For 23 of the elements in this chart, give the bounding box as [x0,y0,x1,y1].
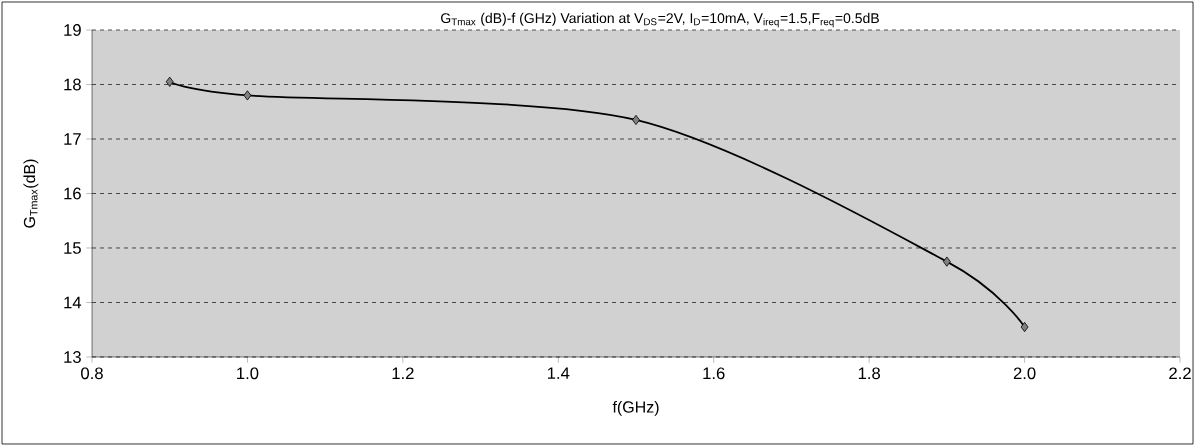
point [632,114,640,125]
x-tick-label: 1.8 [858,367,881,380]
y-axis-title: G$_{Tmax}$(dB) [23,159,39,228]
x-tick-label: 2.0 [1013,367,1036,380]
point [1020,321,1029,333]
point [165,76,174,87]
point [942,256,951,267]
x-tick-label: 1.2 [392,367,414,380]
x-tick-label: 2.2 [1169,367,1191,380]
y-tick-label: 18 [64,78,81,91]
x-tick-label: 1.0 [237,367,259,380]
y-tick-label: 15 [64,242,81,254]
y-tick-label: 16 [64,187,81,200]
y-tick-label: 17 [64,133,81,145]
x-tick-label: 1.6 [703,367,725,380]
x-tick-label: 0.8 [81,367,103,380]
x-tick-label: 1.4 [547,367,570,379]
x-axis-title: f(GHz) [612,400,659,416]
y-tick-label: 14 [64,296,82,309]
point [243,90,252,101]
y-tick-label: 13 [64,351,81,363]
chart-title: G$_{Tmax}$ (dB)-f (GHz) Variation at V$_{DS}$=2V, I$_{D}$=10mA, V$_{ireq}$=1.5,F$_{req}$=0.5dB [441,12,879,28]
y-tick-label: 19 [64,24,81,36]
